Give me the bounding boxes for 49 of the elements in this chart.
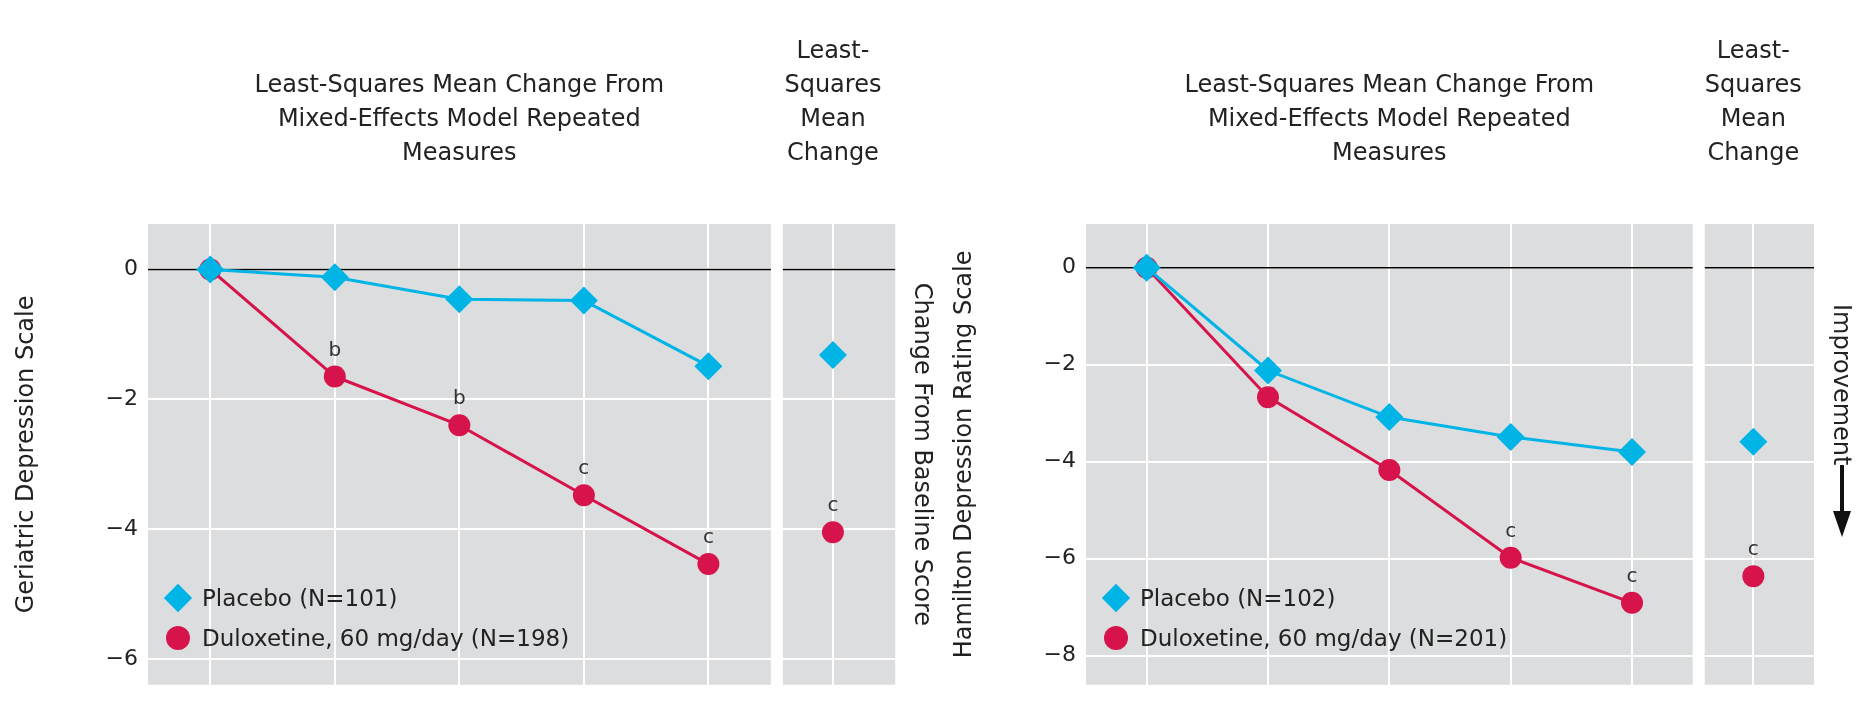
data-label: c (827, 492, 839, 517)
text: Least-Squares Mean Change (1704, 36, 1802, 167)
point (572, 484, 595, 507)
point (818, 341, 847, 370)
point (1375, 403, 1404, 432)
point (1621, 591, 1643, 614)
data-label: c (702, 524, 714, 549)
chart-title: Least-Squares Mean Change From Mixed-Effects Model Repeated Measures (1184, 70, 1595, 167)
y-tick-label: −8 (1043, 641, 1076, 667)
point (1618, 437, 1646, 466)
point (1254, 356, 1282, 385)
point (445, 285, 474, 314)
point (323, 365, 346, 388)
point (569, 286, 598, 315)
point (1742, 565, 1765, 588)
point (821, 521, 844, 544)
data-label: c (1505, 517, 1517, 542)
point (1257, 386, 1279, 409)
data-label: b (328, 336, 342, 361)
y-axis-title: Geriatric Depression Scale (10, 295, 39, 614)
chart-title: Least-Squares Mean Change From Mixed-Effects Model Repeated Measures (254, 70, 665, 167)
y-tick-label: −6 (1043, 544, 1076, 570)
data-label: c (1626, 563, 1638, 588)
y-tick-label: −4 (1043, 447, 1076, 473)
legend-label: Placebo (N=102) (1140, 585, 1336, 611)
point (1739, 427, 1768, 456)
legend-label: Duloxetine, 60 mg/day (N=201) (1140, 625, 1508, 651)
legend-label: Duloxetine, 60 mg/day (N=198) (202, 625, 570, 651)
y2-axis-title: Change From Baseline Score (909, 282, 938, 627)
y-axis-title: Hamilton Depression Rating Scale (948, 250, 977, 659)
data-label: b (452, 385, 466, 410)
y-tick-label: −2 (105, 384, 138, 410)
y-tick-label: 0 (1062, 253, 1076, 279)
y-tick-label: −4 (105, 514, 138, 540)
y-tick-label: 0 (124, 255, 138, 281)
point (448, 414, 471, 437)
point (697, 553, 720, 576)
point (1496, 422, 1525, 451)
point (320, 263, 349, 292)
text: Improvement (1828, 304, 1856, 466)
data-label: c (1747, 536, 1759, 561)
y-tick-label: −2 (1043, 350, 1076, 376)
point (1378, 458, 1401, 481)
data-label: c (578, 455, 590, 480)
text: Least-Squares Mean Change (784, 36, 882, 167)
legend-label: Placebo (N=101) (202, 585, 398, 611)
y-tick-label: −6 (105, 644, 138, 670)
point (694, 352, 723, 381)
point (1499, 546, 1522, 569)
